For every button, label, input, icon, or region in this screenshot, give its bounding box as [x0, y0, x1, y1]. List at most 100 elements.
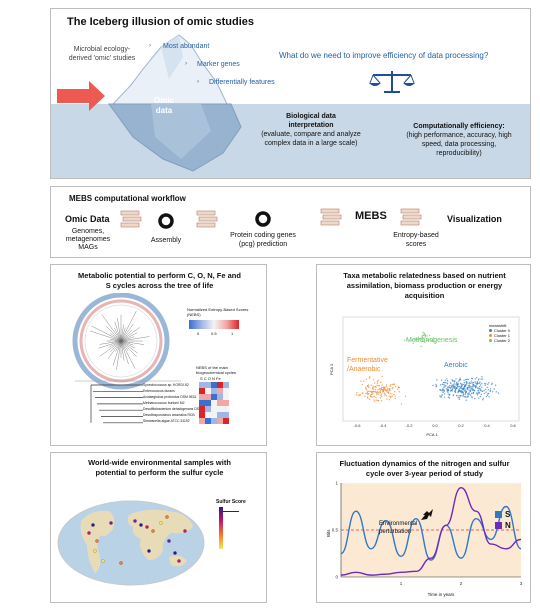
scatter-point	[460, 384, 463, 386]
scatter-point	[444, 381, 447, 384]
scatter-point	[457, 383, 459, 386]
scatter-point	[468, 392, 470, 394]
scatter-point	[395, 386, 397, 388]
scatter-point	[458, 385, 460, 388]
scatter-point	[369, 398, 371, 401]
scatter-point	[441, 394, 443, 396]
scatter-point	[377, 388, 379, 391]
scatter-point	[373, 399, 375, 401]
map-panel: World-wide environmental samples with po…	[50, 452, 267, 603]
scatter-point	[475, 385, 477, 387]
scatter-point	[379, 389, 382, 392]
scatter-point	[356, 392, 358, 394]
scatter-point	[481, 382, 483, 385]
cluster-legend-item: Cluster 2	[489, 338, 510, 343]
scatter-point	[486, 386, 488, 389]
scatter-point	[403, 339, 406, 342]
species-label: Methanococcus burtonii M2	[143, 401, 185, 405]
scatter-point	[478, 392, 480, 395]
scatter-point	[443, 390, 445, 393]
heatmap-grid	[199, 382, 229, 424]
scatter-point	[365, 388, 368, 391]
scatter-point	[389, 395, 392, 398]
heatmap-cell	[217, 394, 223, 400]
scatter-point	[464, 393, 467, 395]
heatmap-cell	[199, 406, 205, 412]
scatter-point	[389, 385, 391, 387]
scatter-point	[415, 337, 417, 339]
scatter-point	[480, 393, 483, 396]
scatter-point	[452, 380, 455, 382]
tree-branch	[120, 340, 136, 369]
sample-site-point	[167, 539, 171, 543]
bio-line1: (evaluate, compare and analyze	[261, 131, 361, 138]
tree-branch	[106, 326, 122, 342]
sample-site-point	[101, 559, 105, 563]
tree-branch	[120, 332, 138, 342]
scatter-point	[442, 383, 444, 386]
scatter-point	[391, 395, 393, 397]
question-text: What do we need to improve efficiency of…	[279, 51, 489, 60]
scatter-point	[435, 386, 437, 388]
sample-site-point	[177, 559, 181, 563]
scatter-point	[477, 390, 479, 392]
scatter-point	[376, 380, 379, 383]
scatter-point	[493, 388, 495, 390]
scatter-point	[379, 397, 382, 399]
workflow-title: MEBS computational workflow	[69, 194, 186, 203]
scatter-point	[375, 396, 377, 399]
scatter-point	[474, 378, 476, 380]
tree-branch	[120, 340, 145, 345]
scatter-point	[463, 381, 466, 384]
x-tick-label: 1	[400, 581, 403, 586]
scatter-point	[470, 394, 472, 396]
scatter-point	[483, 392, 485, 395]
scatter-point	[365, 378, 367, 380]
nebs-colorbar	[189, 320, 239, 329]
heatmap-title-2: biogeochemical cycles	[196, 370, 237, 375]
chart-panel: Fluctuation dynamics of the nitrogen and…	[316, 452, 531, 603]
scatter-point	[372, 385, 374, 388]
tree-branch	[110, 333, 122, 342]
scatter-point	[393, 393, 395, 396]
scatter-point	[394, 391, 396, 393]
heatmap-cell	[223, 412, 229, 418]
scatter-point	[446, 388, 448, 390]
scatter-point	[434, 342, 436, 344]
scatter-point	[385, 390, 387, 392]
scatter-point	[381, 388, 384, 391]
x-tick-label: 0.0	[432, 423, 438, 428]
omic-label-line1: Omic	[153, 96, 174, 105]
scatter-point	[355, 394, 358, 396]
chart-title-line1: Fluctuation dynamics of the nitrogen and…	[339, 459, 510, 468]
scatter-point	[412, 342, 414, 345]
scatter-point	[465, 396, 467, 398]
x-tick-label: -0.6	[354, 423, 362, 428]
scatter-title-line1: Taxa metabolic relatedness based on nutr…	[343, 271, 506, 280]
scatter-point	[440, 395, 442, 397]
scatter-point	[440, 379, 443, 381]
scatter-point	[494, 384, 497, 386]
scatter-point	[484, 384, 486, 387]
scatter-point	[450, 386, 453, 388]
tree-branch	[120, 329, 133, 342]
heatmap-cols: S C O N Fe	[200, 376, 221, 381]
scatter-point	[478, 397, 480, 399]
scatter-point	[447, 389, 450, 392]
scatter-point	[382, 391, 384, 393]
bio-title-line1: Biological data	[286, 113, 336, 120]
heatmap-cell	[217, 406, 223, 412]
ferm-label-1: Fermentative	[347, 357, 388, 364]
scatter-point	[397, 388, 399, 390]
scatter-point	[366, 391, 369, 394]
workflow-graphics	[120, 208, 422, 229]
scatter-point	[397, 386, 400, 389]
heatmap-cell	[223, 382, 229, 388]
tree-title-line2: S cycles across the tree of life	[105, 281, 214, 290]
tree-branch	[120, 327, 126, 342]
iceberg-panel: The Iceberg illusion of omic studies Mic…	[50, 8, 531, 179]
scatter-point	[422, 331, 424, 334]
sulfur-legend-line	[223, 511, 239, 512]
bio-line2: complex data in a large scale)	[264, 140, 358, 147]
tree-branch	[120, 340, 125, 361]
